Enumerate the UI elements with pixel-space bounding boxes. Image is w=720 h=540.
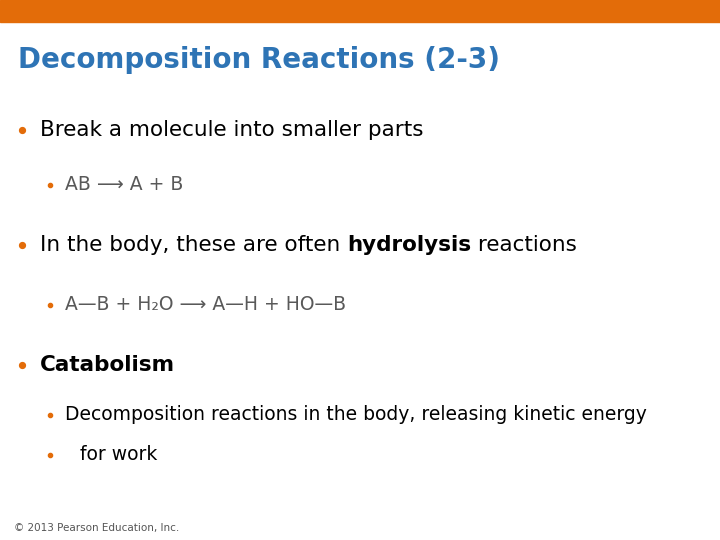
Text: hydrolysis: hydrolysis (347, 235, 472, 255)
Text: A—B + H₂O ⟶ A—H + HO—B: A—B + H₂O ⟶ A—H + HO—B (65, 295, 346, 314)
Text: © 2013 Pearson Education, Inc.: © 2013 Pearson Education, Inc. (14, 523, 179, 533)
Text: AB ⟶ A + B: AB ⟶ A + B (65, 176, 184, 194)
Text: Decomposition reactions in the body, releasing kinetic energy: Decomposition reactions in the body, rel… (65, 406, 647, 424)
Text: Break a molecule into smaller parts: Break a molecule into smaller parts (40, 120, 423, 140)
Text: In the body, these are often: In the body, these are often (40, 235, 347, 255)
Text: reactions: reactions (472, 235, 577, 255)
Text: for work: for work (80, 446, 158, 464)
Text: Catabolism: Catabolism (40, 355, 175, 375)
Bar (0, 0, 720, 22)
Text: Decomposition Reactions (2-3): Decomposition Reactions (2-3) (18, 46, 500, 74)
